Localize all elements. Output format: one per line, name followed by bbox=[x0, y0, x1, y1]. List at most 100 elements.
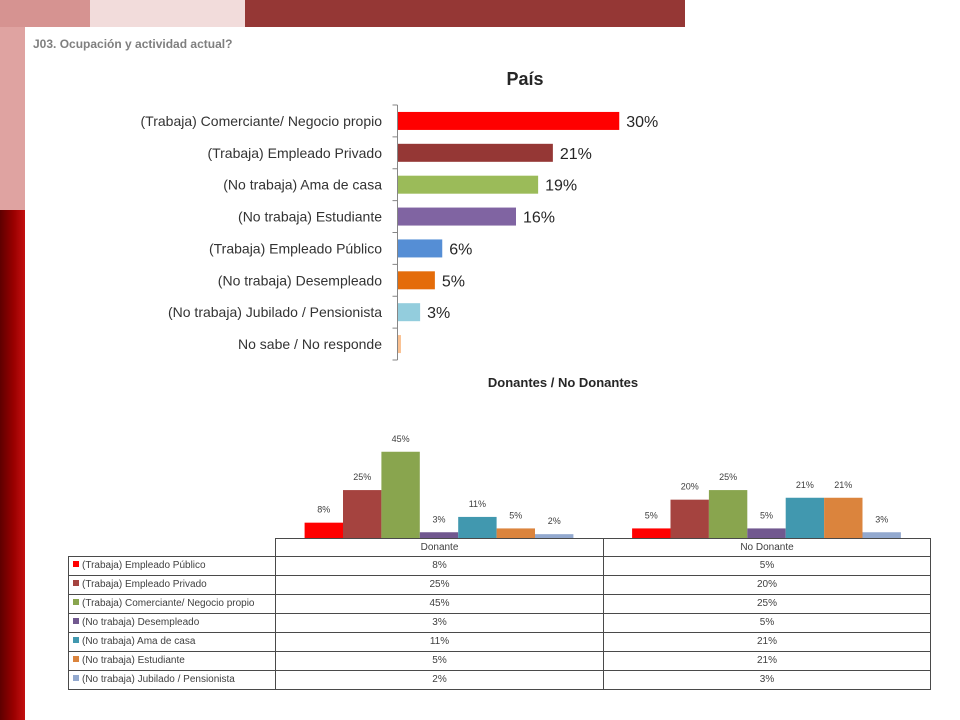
pais-value-label: 6% bbox=[449, 241, 472, 258]
donantes-bar bbox=[785, 497, 825, 538]
pais-bar bbox=[398, 335, 401, 354]
table-row: (No trabaja) Ama de casa 11% 21% bbox=[68, 632, 931, 652]
donantes-data-label: 5% bbox=[645, 510, 658, 520]
pais-value-label: 21% bbox=[560, 146, 592, 163]
donantes-data-label: 5% bbox=[509, 510, 522, 520]
series-name: (No trabaja) Ama de casa bbox=[82, 636, 196, 647]
legend-key bbox=[73, 675, 79, 682]
table-cell-value: 45% bbox=[275, 594, 604, 614]
legend-key bbox=[73, 561, 79, 568]
donantes-chart: Donantes / No Donantes 8% 25% 45% 3% 11% 5% 2%… bbox=[304, 375, 901, 538]
donantes-bar bbox=[747, 528, 786, 538]
donantes-bar bbox=[535, 534, 574, 538]
pais-chart-title: País bbox=[506, 69, 543, 89]
table-row: (Trabaja) Comerciante/ Negocio propio 45%… bbox=[68, 594, 931, 614]
donantes-data-label: 20% bbox=[681, 482, 699, 492]
donantes-bar bbox=[304, 522, 343, 538]
donantes-data-label: 3% bbox=[432, 514, 445, 524]
legend-key bbox=[73, 599, 79, 606]
legend-key bbox=[73, 637, 79, 644]
side-strip-pink bbox=[0, 27, 25, 210]
donantes-bar bbox=[632, 528, 671, 538]
table-row: (Trabaja) Empleado Público 8% 5% bbox=[68, 556, 931, 576]
pais-category-label: No sabe / No responde bbox=[238, 336, 382, 352]
table-cell-value: 5% bbox=[603, 613, 931, 633]
pais-category-label: (No trabaja) Estudiante bbox=[238, 209, 382, 225]
legend-key bbox=[73, 618, 79, 625]
pais-value-label: 5% bbox=[442, 273, 465, 290]
series-name: (Trabaja) Comerciante/ Negocio propio bbox=[82, 598, 255, 609]
donantes-bar bbox=[419, 532, 459, 538]
donantes-bar bbox=[708, 490, 748, 538]
donantes-chart-title: Donantes / No Donantes bbox=[488, 375, 638, 390]
pais-category-label: (No trabaja) Desempleado bbox=[218, 272, 382, 288]
table-cell-value: 3% bbox=[275, 613, 604, 633]
series-name: (No trabaja) Desempleado bbox=[82, 617, 200, 628]
series-name: (No trabaja) Jubilado / Pensionista bbox=[82, 674, 235, 685]
donantes-bar bbox=[670, 499, 709, 538]
table-row: (No trabaja) Estudiante 5% 21% bbox=[68, 651, 931, 671]
pais-bar bbox=[398, 111, 620, 130]
table-row: (No trabaja) Desempleado 3% 5% bbox=[68, 613, 931, 633]
table-cell-value: 8% bbox=[275, 556, 604, 576]
pais-bar bbox=[398, 239, 443, 258]
legend-key bbox=[73, 656, 79, 663]
pais-value-label: 3% bbox=[427, 305, 450, 322]
table-cell-value: 25% bbox=[275, 575, 604, 595]
pais-category-label: (No trabaja) Jubilado / Pensionista bbox=[168, 304, 382, 320]
table-row-label: (Trabaja) Comerciante/ Negocio propio bbox=[68, 594, 276, 614]
table-row-label: (Trabaja) Empleado Público bbox=[68, 556, 276, 576]
donantes-data-label: 25% bbox=[353, 472, 371, 482]
table-cell-value: 5% bbox=[603, 556, 931, 576]
pais-category-label: (Trabaja) Empleado Privado bbox=[207, 145, 382, 161]
series-name: (Trabaja) Empleado Público bbox=[82, 560, 206, 571]
pais-bar bbox=[398, 207, 516, 226]
legend-key bbox=[73, 580, 79, 587]
table-header-no-donante: No Donante bbox=[603, 538, 931, 557]
donantes-data-label: 45% bbox=[392, 434, 410, 444]
pais-bar bbox=[398, 303, 421, 322]
header-bar-dark-red bbox=[245, 0, 685, 27]
data-table: Donante No Donante (Trabaja) Empleado Pú… bbox=[68, 538, 931, 690]
pais-value-label: 30% bbox=[626, 114, 658, 131]
pais-bar bbox=[398, 143, 553, 162]
question-title: J03. Ocupación y actividad actual? bbox=[33, 37, 233, 51]
donantes-data-label: 21% bbox=[796, 480, 814, 490]
donantes-bar bbox=[458, 516, 497, 538]
donantes-data-label: 8% bbox=[317, 505, 330, 515]
table-row-label: (No trabaja) Ama de casa bbox=[68, 632, 276, 652]
table-cell-value: 21% bbox=[603, 632, 931, 652]
table-cell-value: 3% bbox=[603, 670, 931, 690]
table-row: (No trabaja) Jubilado / Pensionista 2% 3% bbox=[68, 670, 931, 690]
donantes-bar bbox=[343, 490, 382, 538]
table-cell-value: 21% bbox=[603, 651, 931, 671]
table-cell-value: 11% bbox=[275, 632, 604, 652]
donantes-bar bbox=[496, 528, 535, 538]
donantes-data-label: 25% bbox=[719, 472, 737, 482]
series-name: (No trabaja) Estudiante bbox=[82, 655, 185, 666]
donantes-data-label: 5% bbox=[760, 510, 773, 520]
donantes-bar bbox=[381, 451, 420, 538]
donantes-bar bbox=[824, 497, 863, 538]
header-bar-light-pink bbox=[90, 0, 245, 27]
pais-marks: (Trabaja) Comerciante/ Negocio propio 30%… bbox=[141, 104, 658, 361]
table-header-row: Donante No Donante bbox=[68, 538, 931, 557]
donantes-marks: 8% 25% 45% 3% 11% 5% 2% 5% 20% 25% 5% 21% 21% 3% bbox=[304, 434, 901, 538]
pais-chart: País (Trabaja) Comerciante/ Negocio prop… bbox=[141, 69, 658, 361]
table-cell-value: 20% bbox=[603, 575, 931, 595]
table-row-label: (Trabaja) Empleado Privado bbox=[68, 575, 276, 595]
pais-bar bbox=[398, 175, 539, 194]
table-row-label: (No trabaja) Desempleado bbox=[68, 613, 276, 633]
table-header-donante: Donante bbox=[275, 538, 604, 557]
donantes-data-label: 11% bbox=[469, 499, 486, 509]
donantes-data-label: 2% bbox=[548, 516, 561, 526]
donantes-data-label: 21% bbox=[834, 480, 852, 490]
series-name: (Trabaja) Empleado Privado bbox=[82, 579, 207, 590]
header-bar-pink bbox=[0, 0, 90, 27]
table-cell-value: 2% bbox=[275, 670, 604, 690]
pais-value-label: 19% bbox=[545, 178, 577, 195]
pais-category-label: (No trabaja) Ama de casa bbox=[223, 177, 382, 193]
table-row-label: (No trabaja) Jubilado / Pensionista bbox=[68, 670, 276, 690]
table-header-blank bbox=[68, 538, 276, 557]
table-cell-value: 25% bbox=[603, 594, 931, 614]
